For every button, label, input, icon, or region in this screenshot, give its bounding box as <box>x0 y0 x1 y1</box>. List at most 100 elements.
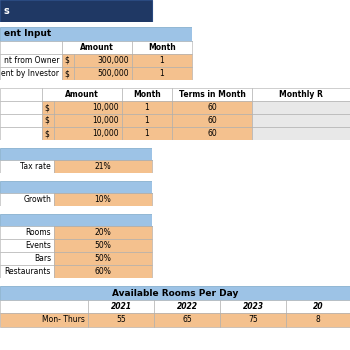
Bar <box>122 88 172 101</box>
Text: 1: 1 <box>145 129 149 138</box>
Bar <box>54 127 122 140</box>
Bar <box>172 101 252 114</box>
Bar <box>172 127 252 140</box>
Bar <box>0 206 350 214</box>
Text: 20%: 20% <box>94 228 111 237</box>
Bar <box>0 160 54 173</box>
Bar <box>122 114 172 127</box>
Bar <box>74 67 132 80</box>
Text: $: $ <box>44 129 49 138</box>
Bar <box>0 226 54 239</box>
Bar <box>42 101 54 114</box>
Bar <box>132 41 192 54</box>
Text: Bars: Bars <box>34 254 51 263</box>
Bar <box>0 140 350 148</box>
Text: Available Rooms Per Day: Available Rooms Per Day <box>112 288 238 298</box>
Text: 60: 60 <box>207 103 217 112</box>
Text: 55: 55 <box>116 315 126 324</box>
Bar <box>0 181 152 193</box>
Bar <box>286 313 350 327</box>
Bar <box>74 54 132 67</box>
Bar <box>62 67 74 80</box>
Bar <box>0 127 42 140</box>
Text: 2022: 2022 <box>176 302 197 311</box>
Bar <box>122 127 172 140</box>
Text: Monthly R: Monthly R <box>279 90 323 99</box>
Bar <box>0 278 350 286</box>
Text: $: $ <box>64 56 69 65</box>
Text: 1: 1 <box>145 103 149 112</box>
Bar <box>172 114 252 127</box>
Text: $: $ <box>44 116 49 125</box>
Bar <box>54 160 152 173</box>
Text: Tax rate: Tax rate <box>20 162 51 171</box>
Bar <box>54 265 152 278</box>
Text: 10%: 10% <box>94 195 111 204</box>
Bar <box>54 226 152 239</box>
Text: ent Input: ent Input <box>4 29 51 38</box>
Text: 60: 60 <box>207 129 217 138</box>
Text: Terms in Month: Terms in Month <box>178 90 245 99</box>
Bar <box>252 88 350 101</box>
Bar <box>54 193 152 206</box>
Bar <box>62 54 74 67</box>
Text: 10,000: 10,000 <box>92 116 119 125</box>
Bar <box>154 313 220 327</box>
Bar <box>0 313 88 327</box>
Text: 1: 1 <box>160 56 164 65</box>
Text: 1: 1 <box>145 116 149 125</box>
Bar <box>0 80 350 88</box>
Bar <box>0 41 62 54</box>
Bar <box>0 148 152 160</box>
Text: Events: Events <box>25 241 51 250</box>
Text: Month: Month <box>133 90 161 99</box>
Bar <box>132 67 192 80</box>
Text: 2023: 2023 <box>243 302 264 311</box>
Text: 10,000: 10,000 <box>92 129 119 138</box>
Bar <box>172 88 252 101</box>
Text: Rooms: Rooms <box>25 228 51 237</box>
Text: Mon- Thurs: Mon- Thurs <box>42 315 85 324</box>
Text: 21%: 21% <box>95 162 111 171</box>
Bar <box>132 54 192 67</box>
Bar <box>0 193 54 206</box>
Text: s: s <box>4 6 10 16</box>
Bar <box>152 214 350 226</box>
Bar <box>252 101 350 114</box>
Bar <box>0 300 88 313</box>
Bar <box>0 67 62 80</box>
Text: ent by Investor: ent by Investor <box>1 69 59 78</box>
Text: 500,000: 500,000 <box>97 69 129 78</box>
Text: 75: 75 <box>248 315 258 324</box>
Text: 1: 1 <box>160 69 164 78</box>
Bar <box>54 114 122 127</box>
Bar <box>0 0 152 22</box>
Bar <box>0 101 42 114</box>
Bar <box>0 265 54 278</box>
Bar <box>154 300 220 313</box>
Text: nt from Owner: nt from Owner <box>4 56 59 65</box>
Bar <box>0 239 54 252</box>
Text: 50%: 50% <box>94 241 111 250</box>
Text: 60: 60 <box>207 116 217 125</box>
Bar <box>252 114 350 127</box>
Bar <box>220 313 286 327</box>
Bar <box>88 313 154 327</box>
Text: Growth: Growth <box>23 195 51 204</box>
Text: Amount: Amount <box>65 90 99 99</box>
Bar <box>0 114 42 127</box>
Bar <box>88 300 154 313</box>
Text: $: $ <box>44 103 49 112</box>
Bar <box>0 54 62 67</box>
Text: 8: 8 <box>316 315 320 324</box>
Bar <box>42 88 122 101</box>
Bar <box>42 127 54 140</box>
Bar <box>152 181 350 193</box>
Bar <box>0 214 152 226</box>
Text: 60%: 60% <box>94 267 111 276</box>
Bar <box>220 300 286 313</box>
Text: Amount: Amount <box>80 43 114 52</box>
Bar <box>54 252 152 265</box>
Bar <box>286 300 350 313</box>
Bar <box>252 127 350 140</box>
